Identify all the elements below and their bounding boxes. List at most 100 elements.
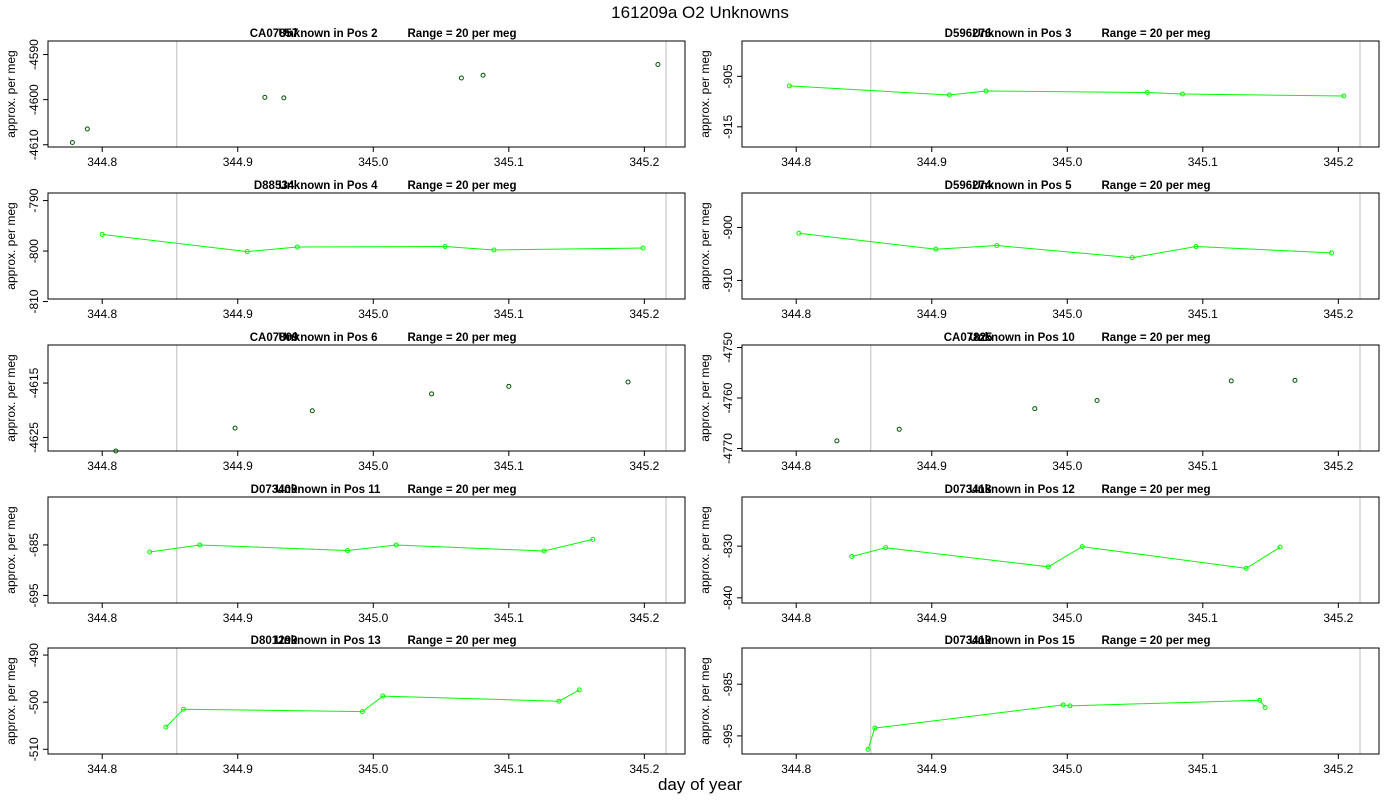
x-tick-label: 344.8 [781, 611, 811, 625]
x-tick-label: 344.9 [917, 307, 947, 321]
data-point [994, 242, 1000, 248]
series-line [867, 699, 1266, 750]
data-point [896, 426, 902, 432]
y-tick-label: -790 [27, 188, 41, 212]
panel-sample-id: D88534 [254, 180, 295, 192]
plot-frame [741, 40, 1380, 148]
panel-sample-id: D073418 [945, 484, 992, 496]
data-point [1094, 398, 1100, 404]
x-tick-label: 344.8 [87, 611, 117, 625]
y-tick-label: -4750 [721, 332, 735, 363]
y-tick-label: -4590 [27, 39, 41, 70]
data-point [84, 126, 90, 132]
y-tick-label: -800 [27, 239, 41, 263]
data-point [625, 379, 631, 385]
series-line [149, 538, 593, 553]
data-point [576, 687, 582, 693]
plot-frame [47, 647, 686, 755]
x-tick-label: 345.0 [1052, 762, 1082, 776]
x-tick-label: 345.1 [494, 611, 524, 625]
series-line [789, 85, 1344, 97]
x-axis-title: day of year [657, 775, 743, 794]
data-point [1079, 544, 1085, 550]
data-point [983, 88, 989, 94]
data-point [834, 438, 840, 444]
data-point [232, 425, 238, 431]
data-point [281, 95, 287, 101]
x-tick-label: 345.0 [358, 459, 388, 473]
x-tick-label: 344.8 [781, 307, 811, 321]
data-point [1329, 250, 1335, 256]
x-tick-label: 345.0 [358, 611, 388, 625]
x-tick-label: 344.8 [781, 762, 811, 776]
data-point [1060, 702, 1066, 708]
panel-sample-id: D596276 [945, 28, 992, 40]
y-axis-label: approx. per meg [4, 354, 18, 441]
data-point [309, 408, 315, 414]
panel-sample-id: D073409 [251, 484, 298, 496]
y-tick-label: -810 [27, 289, 41, 313]
x-tick-label: 345.0 [358, 307, 388, 321]
panel-position-label: Unknown in Pos 3 [972, 28, 1071, 40]
data-point [359, 709, 365, 715]
data-point [1129, 255, 1135, 261]
x-tick-label: 344.9 [917, 611, 947, 625]
data-point [480, 72, 486, 78]
panel-sample-id: D596274 [945, 180, 992, 192]
series-line [165, 689, 580, 728]
x-tick-label: 345.2 [629, 155, 659, 169]
x-tick-label: 345.1 [494, 459, 524, 473]
data-point [393, 542, 399, 548]
data-point [541, 548, 547, 554]
x-tick-label: 345.1 [494, 762, 524, 776]
y-tick-label: -4770 [721, 433, 735, 464]
data-point [1144, 89, 1150, 95]
plot-frame [47, 40, 686, 148]
panel-position-label: Unknown in Pos 11 [276, 484, 381, 496]
x-tick-label: 344.9 [917, 459, 947, 473]
x-tick-label: 345.1 [1188, 155, 1218, 169]
panel-range-label: Range = 20 per meg [1102, 332, 1211, 344]
x-tick-label: 344.8 [87, 762, 117, 776]
data-point [99, 231, 105, 237]
x-tick-label: 345.2 [629, 459, 659, 473]
panel-sample-id: D073419 [945, 635, 992, 647]
x-tick-label: 344.8 [87, 307, 117, 321]
y-tick-label: -4615 [27, 367, 41, 398]
x-tick-label: 345.2 [629, 611, 659, 625]
x-tick-label: 345.1 [1188, 762, 1218, 776]
data-point [872, 725, 878, 731]
data-point [113, 448, 119, 454]
y-tick-label: -840 [721, 586, 735, 610]
data-point [491, 247, 497, 253]
y-tick-label: -500 [27, 690, 41, 714]
y-tick-label: -900 [721, 215, 735, 239]
data-point [69, 139, 75, 145]
x-tick-label: 344.9 [917, 155, 947, 169]
plot-frame [741, 647, 1380, 755]
y-tick-label: -695 [27, 583, 41, 607]
y-tick-label: -995 [721, 724, 735, 748]
data-point [1179, 91, 1185, 97]
panel-range-label: Range = 20 per meg [1102, 180, 1211, 192]
data-point [796, 230, 802, 236]
y-axis-label: approx. per meg [4, 50, 18, 137]
data-point [1243, 565, 1249, 571]
data-point [640, 245, 646, 251]
y-axis-label: approx. per meg [698, 657, 712, 744]
data-point [197, 542, 203, 548]
y-axis-label: approx. per meg [4, 506, 18, 593]
data-point [556, 698, 562, 704]
y-tick-label: -910 [721, 268, 735, 292]
data-point [442, 244, 448, 250]
x-tick-label: 345.1 [494, 155, 524, 169]
x-tick-label: 345.2 [629, 307, 659, 321]
panel-position-label: Unknown in Pos 10 [969, 332, 1074, 344]
data-point [163, 724, 169, 730]
data-point [147, 549, 153, 555]
